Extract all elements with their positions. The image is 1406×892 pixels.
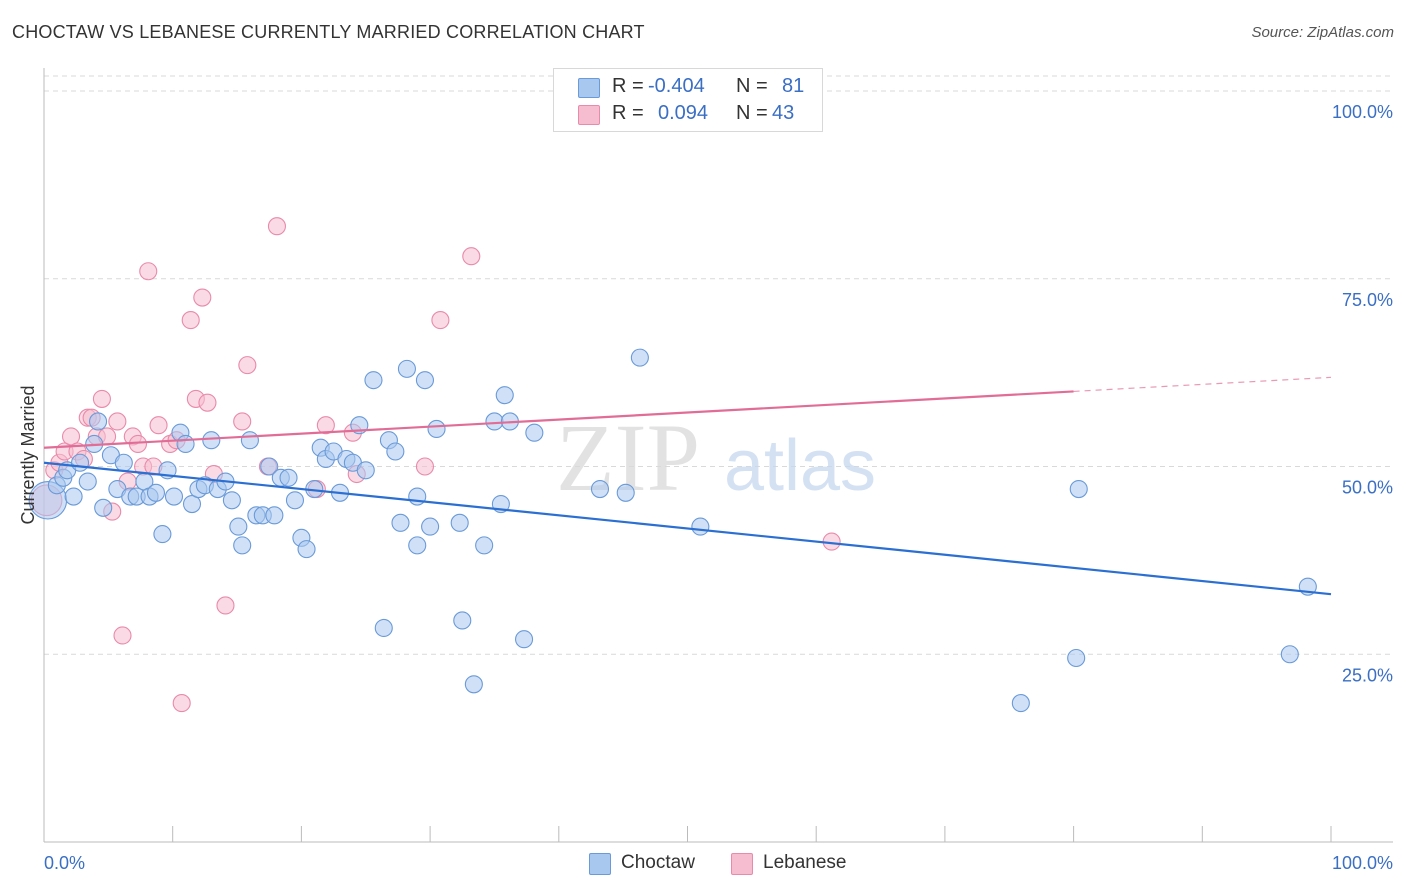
- choctaw-point: [89, 412, 108, 431]
- tick-labels: 25.0% 50.0% 75.0% 100.0% 0.0% 100.0%: [44, 102, 1393, 873]
- chart-title: CHOCTAW VS LEBANESE CURRENTLY MARRIED CO…: [12, 22, 645, 42]
- choctaw-point: [265, 506, 284, 525]
- legend-r-label: R =: [612, 102, 644, 124]
- choctaw-points: [28, 348, 1317, 713]
- lebanese-point: [267, 217, 286, 236]
- choctaw-point: [279, 468, 298, 487]
- choctaw-point: [202, 431, 221, 450]
- legend-n-label: N =: [736, 75, 768, 97]
- choctaw-point: [114, 453, 133, 472]
- legend-r-value: -0.404: [648, 75, 705, 97]
- choctaw-point: [464, 675, 483, 694]
- lebanese-point: [415, 457, 435, 476]
- lebanese-point: [233, 412, 252, 431]
- lebanese-point: [238, 356, 257, 375]
- source-note: Source: ZipAtlas.com: [1251, 24, 1394, 41]
- choctaw-legend-swatch: [589, 853, 611, 875]
- choctaw-point: [182, 495, 202, 514]
- y-axis-label: Currently Married: [18, 385, 38, 524]
- trend-lines: [43, 376, 1332, 596]
- choctaw-point: [386, 442, 405, 461]
- choctaw-point: [285, 491, 305, 510]
- lebanese-point: [172, 694, 191, 713]
- choctaw-trend-line: [43, 461, 1332, 596]
- lebanese-legend-label: Lebanese: [763, 852, 847, 873]
- correlation-legend: R = -0.404 N = 81 R = 0.094 N = 43: [553, 68, 823, 132]
- axes: [43, 68, 1393, 843]
- choctaw-point: [260, 457, 279, 476]
- lebanese-point: [108, 412, 127, 431]
- choctaw-point: [70, 453, 90, 472]
- choctaw-point: [453, 611, 472, 630]
- lebanese-point: [216, 596, 235, 615]
- choctaw-point: [450, 513, 469, 532]
- choctaw-point: [1067, 648, 1086, 668]
- choctaw-point: [408, 536, 427, 555]
- choctaw-point: [78, 472, 97, 491]
- legend-n-label: N =: [736, 102, 768, 124]
- lebanese-point: [92, 389, 111, 408]
- choctaw-point: [475, 536, 494, 555]
- choctaw-point: [64, 487, 83, 506]
- lebanese-point: [431, 311, 450, 330]
- legend-n-value: 81: [782, 75, 805, 97]
- choctaw-point: [1280, 645, 1299, 664]
- lebanese-point: [316, 416, 335, 435]
- lebanese-point: [61, 427, 81, 446]
- choctaw-point: [229, 517, 248, 536]
- lebanese-point: [198, 393, 217, 412]
- choctaw-point: [164, 487, 184, 506]
- choctaw-point: [495, 386, 514, 405]
- choctaw-point: [415, 371, 435, 390]
- choctaw-point: [590, 479, 610, 499]
- legend-r-value: 0.094: [658, 102, 709, 124]
- lebanese-point: [462, 247, 481, 266]
- choctaw-point: [374, 618, 393, 638]
- choctaw-swatch: [578, 78, 600, 98]
- lebanese-point: [193, 288, 212, 307]
- lebanese-trend-line: [43, 390, 1074, 449]
- choctaw-point: [485, 412, 504, 431]
- choctaw-point: [233, 536, 252, 555]
- choctaw-point: [691, 517, 710, 536]
- choctaw-point: [94, 498, 113, 517]
- lebanese-trend-extension: [1073, 376, 1332, 393]
- choctaw-point: [153, 525, 172, 544]
- choctaw-point: [616, 483, 635, 502]
- y-tick-label: 100.0%: [1332, 102, 1393, 122]
- choctaw-point: [176, 434, 195, 454]
- x-tick-label-max: 100.0%: [1332, 853, 1393, 873]
- choctaw-point: [421, 517, 440, 536]
- choctaw-point: [356, 461, 375, 480]
- choctaw-legend-label: Choctaw: [621, 852, 695, 873]
- y-tick-label: 75.0%: [1342, 290, 1393, 310]
- choctaw-point: [240, 431, 259, 450]
- watermark-atlas: atlas: [724, 426, 876, 506]
- lebanese-point: [149, 416, 168, 435]
- choctaw-point: [525, 423, 544, 442]
- legend-r-label: R =: [612, 75, 644, 97]
- choctaw-point: [364, 371, 383, 390]
- y-tick-label: 25.0%: [1342, 665, 1393, 685]
- legend-n-value: 43: [772, 102, 795, 124]
- choctaw-point: [515, 630, 534, 649]
- lebanese-point: [181, 311, 200, 330]
- choctaw-point: [391, 513, 410, 532]
- y-tick-label: 50.0%: [1342, 478, 1393, 498]
- choctaw-point: [397, 359, 416, 378]
- choctaw-point: [222, 491, 241, 510]
- lebanese-points: [30, 217, 841, 713]
- lebanese-point: [139, 262, 158, 281]
- choctaw-point: [297, 540, 316, 559]
- lebanese-swatch: [578, 105, 600, 125]
- choctaw-point: [1069, 479, 1088, 499]
- x-tick-label-min: 0.0%: [44, 853, 85, 873]
- lebanese-point: [113, 626, 132, 645]
- choctaw-point: [1011, 694, 1030, 713]
- choctaw-point: [146, 483, 166, 502]
- lebanese-legend-swatch: [731, 853, 753, 875]
- choctaw-point: [630, 348, 649, 367]
- choctaw-point: [427, 419, 446, 439]
